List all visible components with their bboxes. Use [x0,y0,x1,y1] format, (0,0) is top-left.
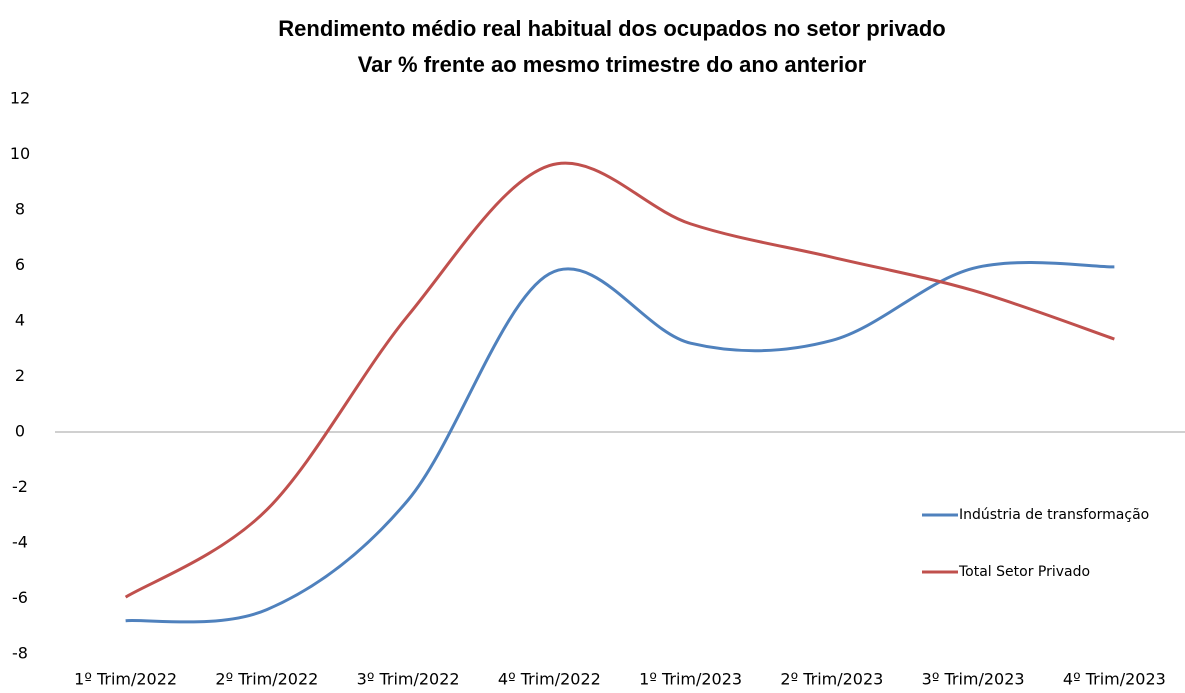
y-tick-label: 2 [15,366,25,385]
y-tick-label: 10 [10,144,30,163]
x-tick-label: 4º Trim/2023 [1063,670,1166,689]
legend-label: Indústria de transformação [959,507,1149,523]
x-tick-label: 4º Trim/2022 [498,670,601,689]
y-tick-label: 12 [10,89,30,108]
x-tick-label: 1º Trim/2023 [639,670,742,689]
y-tick-label: -2 [12,477,28,496]
series-line [124,161,1115,599]
y-tick-label: -6 [12,588,28,607]
x-tick-label: 2º Trim/2022 [215,670,318,689]
chart-subtitle: Var % frente ao mesmo trimestre do ano a… [358,52,867,77]
y-tick-label: 8 [15,200,25,219]
x-tick-label: 3º Trim/2023 [922,670,1025,689]
legend-label: Total Setor Privado [958,564,1090,580]
y-tick-label: 4 [15,311,25,330]
x-tick-label: 2º Trim/2023 [780,670,883,689]
series-line [125,261,1115,624]
y-tick-label: 6 [15,255,25,274]
x-tick-label: 3º Trim/2022 [357,670,460,689]
x-tick-label: 1º Trim/2022 [74,670,177,689]
y-tick-label: -8 [12,644,28,663]
y-tick-label: -4 [12,533,28,552]
chart-title: Rendimento médio real habitual dos ocupa… [278,16,945,41]
y-tick-label: 0 [15,422,25,441]
